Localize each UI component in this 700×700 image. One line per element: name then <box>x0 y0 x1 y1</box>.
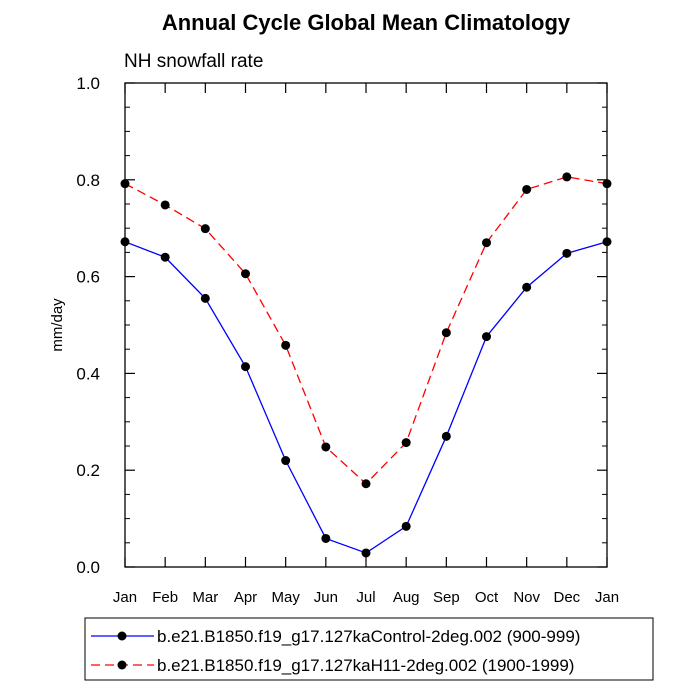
x-tick-label: Aug <box>393 589 420 606</box>
data-point <box>281 456 291 466</box>
legend: b.e21.B1850.f19_g17.127kaControl-2deg.00… <box>84 617 654 681</box>
data-point <box>321 442 331 452</box>
legend-marker-h11 <box>117 660 127 670</box>
data-point <box>562 172 572 182</box>
x-tick-label: Jul <box>356 589 375 606</box>
series-line-1 <box>124 176 608 485</box>
data-point <box>562 248 572 258</box>
data-point <box>482 238 491 248</box>
y-tick-label: 0.6 <box>76 268 100 287</box>
x-tick-label: May <box>271 589 300 606</box>
x-tick-label: Mar <box>192 589 218 606</box>
data-point <box>522 282 532 292</box>
legend-label-control: b.e21.B1850.f19_g17.127kaControl-2deg.00… <box>157 627 580 646</box>
data-point <box>321 533 331 543</box>
x-tick-label: Feb <box>152 589 178 606</box>
data-point <box>401 438 411 448</box>
plot-frame <box>124 82 608 568</box>
legend-entry: b.e21.B1850.f19_g17.127kaControl-2deg.00… <box>91 627 580 646</box>
chart-subtitle: NH snowfall rate <box>124 51 263 72</box>
data-point <box>160 252 170 262</box>
x-tick-label: Dec <box>553 589 580 606</box>
x-tick-labels: Jan Feb Mar Apr May Jun Jul Aug Sep Oct Nov Dec Jan <box>113 589 619 606</box>
y-axis-label: mm/day <box>49 298 66 352</box>
y-tick-label: 1.0 <box>76 74 100 93</box>
axis-ticks <box>124 82 608 568</box>
x-tick-label: Apr <box>234 589 257 606</box>
data-point <box>441 328 451 338</box>
chart-title: Annual Cycle Global Mean Climatology <box>162 10 571 35</box>
x-tick-label: Jun <box>314 589 338 606</box>
x-tick-label: Sep <box>433 589 460 606</box>
data-point <box>522 184 532 194</box>
x-tick-label: Nov <box>513 589 540 606</box>
x-tick-label: Oct <box>475 589 499 606</box>
y-tick-label: 0.4 <box>76 364 100 383</box>
data-point <box>200 293 210 303</box>
data-point <box>241 362 250 372</box>
legend-marker-control <box>117 631 127 641</box>
legend-label-h11: b.e21.B1850.f19_g17.127kaH11-2deg.002 (1… <box>157 656 574 675</box>
y-tick-labels: 0.0 0.2 0.4 0.6 0.8 1.0 <box>76 74 100 577</box>
x-tick-label: Jan <box>113 589 137 606</box>
data-point <box>482 332 491 342</box>
data-point <box>200 224 210 234</box>
data-point <box>441 431 451 441</box>
data-point <box>281 340 291 350</box>
y-tick-label: 0.8 <box>76 171 100 190</box>
series-layer <box>120 172 612 558</box>
data-point <box>401 521 411 531</box>
y-tick-label: 0.2 <box>76 461 100 480</box>
legend-entry: b.e21.B1850.f19_g17.127kaH11-2deg.002 (1… <box>91 656 574 675</box>
legend-box <box>84 617 654 681</box>
y-tick-label: 0.0 <box>76 558 100 577</box>
data-point <box>241 269 250 279</box>
data-point <box>160 200 170 210</box>
data-point <box>361 548 371 558</box>
data-point <box>361 479 371 489</box>
series-line-0 <box>124 241 608 554</box>
x-tick-label: Jan <box>595 589 619 606</box>
